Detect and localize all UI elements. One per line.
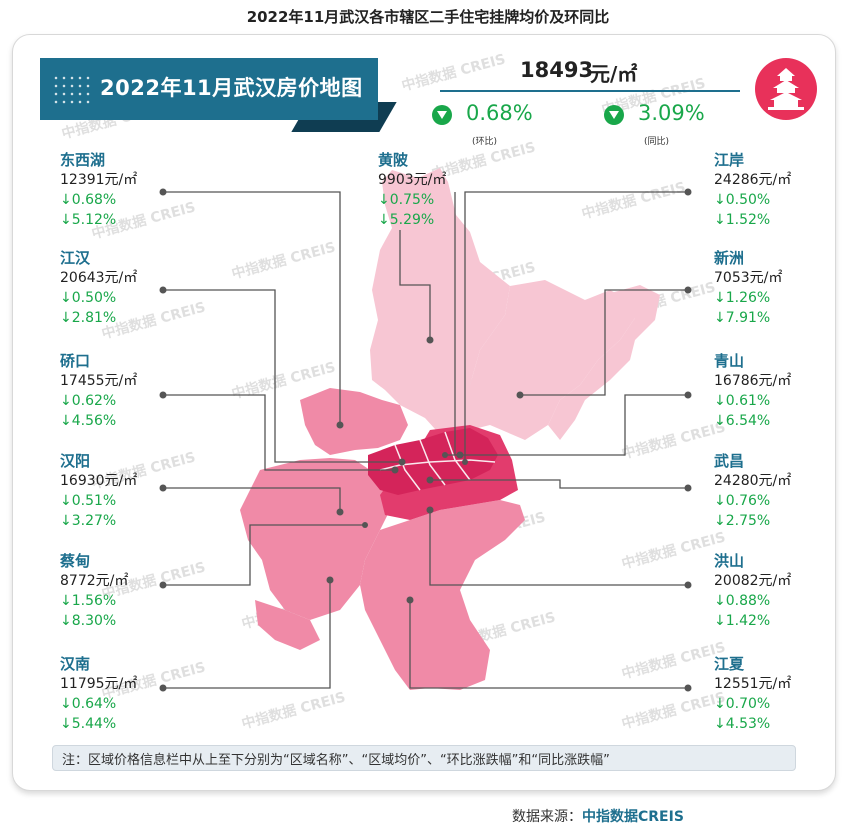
district-yoy: ↓5.44%: [60, 716, 117, 732]
district-price: 8772元/㎡: [60, 573, 129, 589]
source-label: 数据来源：: [512, 809, 582, 825]
district-price: 20082元/㎡: [714, 573, 792, 589]
page-title: 2022年11月武汉各市辖区二手住宅挂牌均价及环同比: [246, 8, 610, 26]
district-yoy: ↓1.42%: [714, 613, 771, 629]
district-dongxihu: 东西湖 12391元/㎡ ↓0.68% ↓5.12%: [60, 150, 137, 230]
district-qiaokou: 硚口 17455元/㎡ ↓0.62% ↓4.56%: [60, 351, 137, 431]
district-hongshan: 洪山 20082元/㎡ ↓0.88% ↓1.42%: [714, 551, 791, 631]
district-price: 24280元/㎡: [714, 473, 792, 489]
district-yoy: ↓3.27%: [60, 513, 117, 529]
district-jiangan: 江岸 24286元/㎡ ↓0.50% ↓1.52%: [714, 150, 791, 230]
district-yoy: ↓2.81%: [60, 310, 117, 326]
district-price: 20643元/㎡: [60, 270, 138, 286]
district-yoy: ↓4.56%: [60, 413, 117, 429]
district-mom: ↓0.75%: [378, 192, 435, 208]
district-name: 江汉: [60, 249, 91, 267]
region-xinzhou: [470, 280, 635, 440]
dot-grid-icon: [52, 74, 94, 106]
region-huangpi: [370, 168, 510, 440]
district-mom: ↓0.50%: [714, 192, 771, 208]
district-jianghan: 江汉 20643元/㎡ ↓0.50% ↓2.81%: [60, 248, 137, 328]
district-mom: ↓0.61%: [714, 393, 771, 409]
district-price: 11795元/㎡: [60, 676, 138, 692]
district-name: 硚口: [60, 352, 91, 370]
region-caidian: [240, 458, 390, 620]
district-qingshan: 青山 16786元/㎡ ↓0.61% ↓6.54%: [714, 351, 791, 431]
district-price: 7053元/㎡: [714, 270, 783, 286]
district-mom: ↓0.88%: [714, 593, 771, 609]
district-name: 汉阳: [60, 452, 91, 470]
yellow-crane-tower-logo: [755, 58, 817, 120]
district-mom: ↓0.68%: [60, 192, 117, 208]
district-mom: ↓0.64%: [60, 696, 117, 712]
note-box: [52, 745, 796, 771]
source-brand: 中指数据CREIS: [582, 809, 684, 825]
overall-price-unit: 元/㎡: [590, 62, 638, 86]
region-caidian-south: [255, 600, 320, 650]
district-wuchang: 武昌 24280元/㎡ ↓0.76% ↓2.75%: [714, 451, 791, 531]
overall-mom-label: (环比): [472, 137, 498, 147]
overall-yoy-label: (同比): [644, 137, 670, 147]
district-name: 新洲: [714, 249, 745, 267]
district-mom: ↓0.76%: [714, 493, 771, 509]
overall-price-underline: [440, 56, 740, 92]
district-name: 武昌: [714, 452, 745, 470]
district-price: 16786元/㎡: [714, 373, 792, 389]
district-mom: ↓0.50%: [60, 290, 117, 306]
district-price: 16930元/㎡: [60, 473, 138, 489]
district-yoy: ↓6.54%: [714, 413, 771, 429]
district-yoy: ↓1.52%: [714, 212, 771, 228]
district-mom: ↓0.62%: [60, 393, 117, 409]
title-banner: [40, 58, 378, 120]
district-price: 24286元/㎡: [714, 172, 792, 188]
district-name: 青山: [714, 352, 745, 370]
district-name: 江夏: [714, 655, 745, 673]
district-yoy: ↓5.12%: [60, 212, 117, 228]
banner-title: 2022年11月武汉房价地图: [100, 76, 363, 100]
district-name: 蔡甸: [60, 552, 91, 570]
district-price: 12551元/㎡: [714, 676, 792, 692]
district-mom: ↓0.70%: [714, 696, 771, 712]
district-price: 9903元/㎡: [378, 172, 447, 188]
district-yoy: ↓4.53%: [714, 716, 771, 732]
down-arrow-icon: [432, 105, 452, 125]
district-xinzhou: 新洲 7053元/㎡ ↓1.26% ↓7.91%: [714, 248, 782, 328]
district-price: 17455元/㎡: [60, 373, 138, 389]
region-jiangxia: [360, 500, 525, 690]
district-mom: ↓0.51%: [60, 493, 117, 509]
overall-price: 18493: [520, 58, 594, 82]
district-hanyang: 汉阳 16930元/㎡ ↓0.51% ↓3.27%: [60, 451, 137, 531]
district-caidian: 蔡甸 8772元/㎡ ↓1.56% ↓8.30%: [60, 551, 128, 631]
overall-mom: 0.68%: [466, 101, 533, 125]
district-yoy: ↓5.29%: [378, 212, 435, 228]
district-yoy: ↓2.75%: [714, 513, 771, 529]
district-name: 东西湖: [60, 151, 106, 169]
overall-yoy: 3.09%: [638, 101, 705, 125]
tower-icon: [768, 68, 804, 110]
district-name: 洪山: [714, 552, 745, 570]
note-text: 注：区域价格信息栏中从上至下分别为“区域名称”、“区域均价”、“环比涨跌幅”和“…: [62, 753, 610, 768]
district-name: 汉南: [60, 655, 91, 673]
district-hannan: 汉南 11795元/㎡ ↓0.64% ↓5.44%: [60, 654, 137, 734]
district-yoy: ↓7.91%: [714, 310, 771, 326]
region-dongxihu: [300, 388, 408, 455]
district-mom: ↓1.26%: [714, 290, 771, 306]
district-jiangxia: 江夏 12551元/㎡ ↓0.70% ↓4.53%: [714, 654, 791, 734]
data-source: 数据来源：中指数据CREIS: [512, 806, 684, 826]
district-name: 江岸: [714, 151, 745, 169]
region-xinzhou-east: [548, 285, 660, 440]
district-huangpi: 黄陂 9903元/㎡ ↓0.75% ↓5.29%: [378, 150, 446, 230]
down-arrow-icon: [604, 105, 624, 125]
district-name: 黄陂: [378, 151, 409, 169]
district-yoy: ↓8.30%: [60, 613, 117, 629]
district-mom: ↓1.56%: [60, 593, 117, 609]
district-price: 12391元/㎡: [60, 172, 138, 188]
